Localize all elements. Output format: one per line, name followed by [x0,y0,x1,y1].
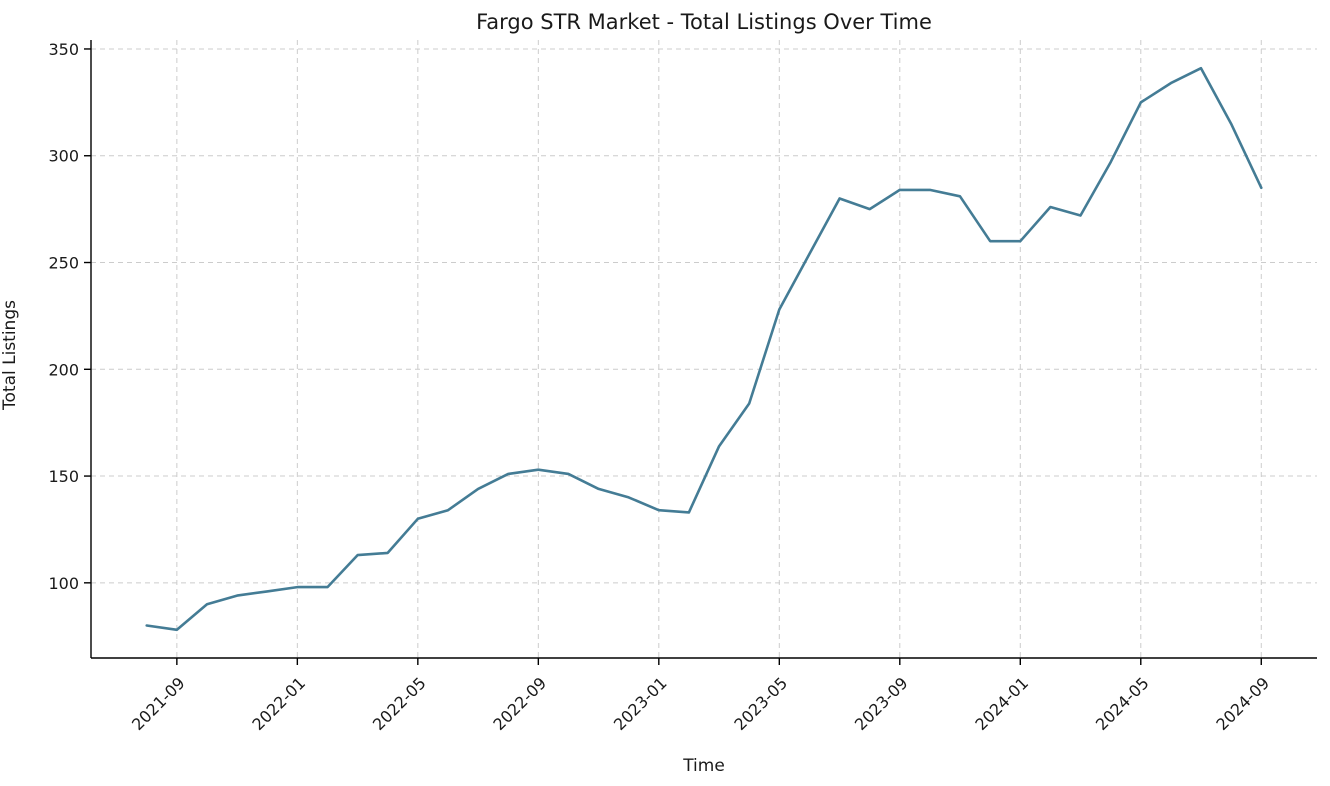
x-tick-label: 2023-09 [851,673,912,734]
y-tick-label: 150 [48,467,79,486]
x-axis-label: Time [683,756,725,776]
x-tick-label: 2024-01 [971,673,1032,734]
y-axis-label: Total Listings [0,300,20,410]
x-tick-label: 2022-05 [369,673,430,734]
y-tick-label: 350 [48,40,79,59]
y-tick-label: 100 [48,574,79,593]
x-tick-label: 2021-09 [128,673,189,734]
y-tick-label: 300 [48,147,79,166]
y-tick-label: 200 [48,360,79,379]
x-tick-label: 2023-01 [610,673,671,734]
chart-title: Fargo STR Market - Total Listings Over T… [476,10,932,34]
x-tick-label: 2023-05 [730,673,791,734]
y-tick-label: 250 [48,254,79,273]
x-tick-label: 2024-09 [1212,673,1273,734]
x-tick-label: 2022-09 [489,673,550,734]
x-tick-label: 2022-01 [248,673,309,734]
x-tick-label: 2024-05 [1092,673,1153,734]
data-line [145,66,1263,632]
